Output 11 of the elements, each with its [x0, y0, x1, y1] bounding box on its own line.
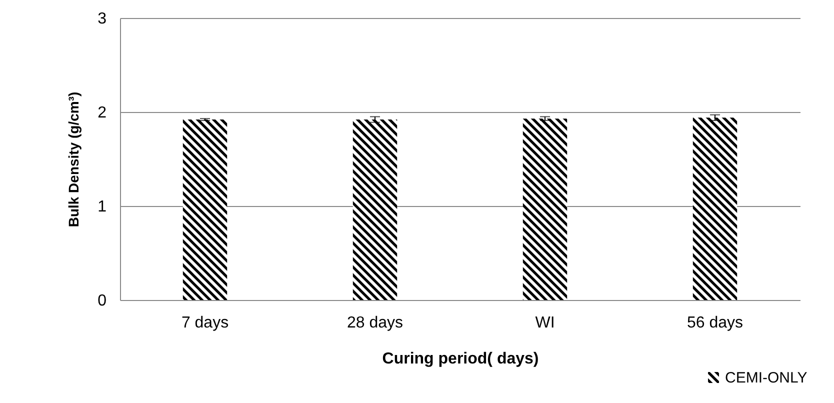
legend-label: CEMI-ONLY [725, 370, 808, 386]
x-tick-label: WI [535, 314, 555, 332]
x-tick-label: 56 days [686, 314, 744, 332]
y-tick-label: 0 [98, 292, 107, 310]
x-tick-label: 28 days [346, 314, 404, 332]
y-axis-title: Bulk Density (g/cm³) [66, 92, 82, 228]
y-tick-label: 3 [98, 10, 107, 28]
x-axis-title: Curing period( days) [382, 350, 539, 368]
x-tick-label: 7 days [181, 314, 229, 332]
y-tick-label: 2 [98, 104, 107, 122]
y-tick-label: 1 [98, 198, 107, 216]
